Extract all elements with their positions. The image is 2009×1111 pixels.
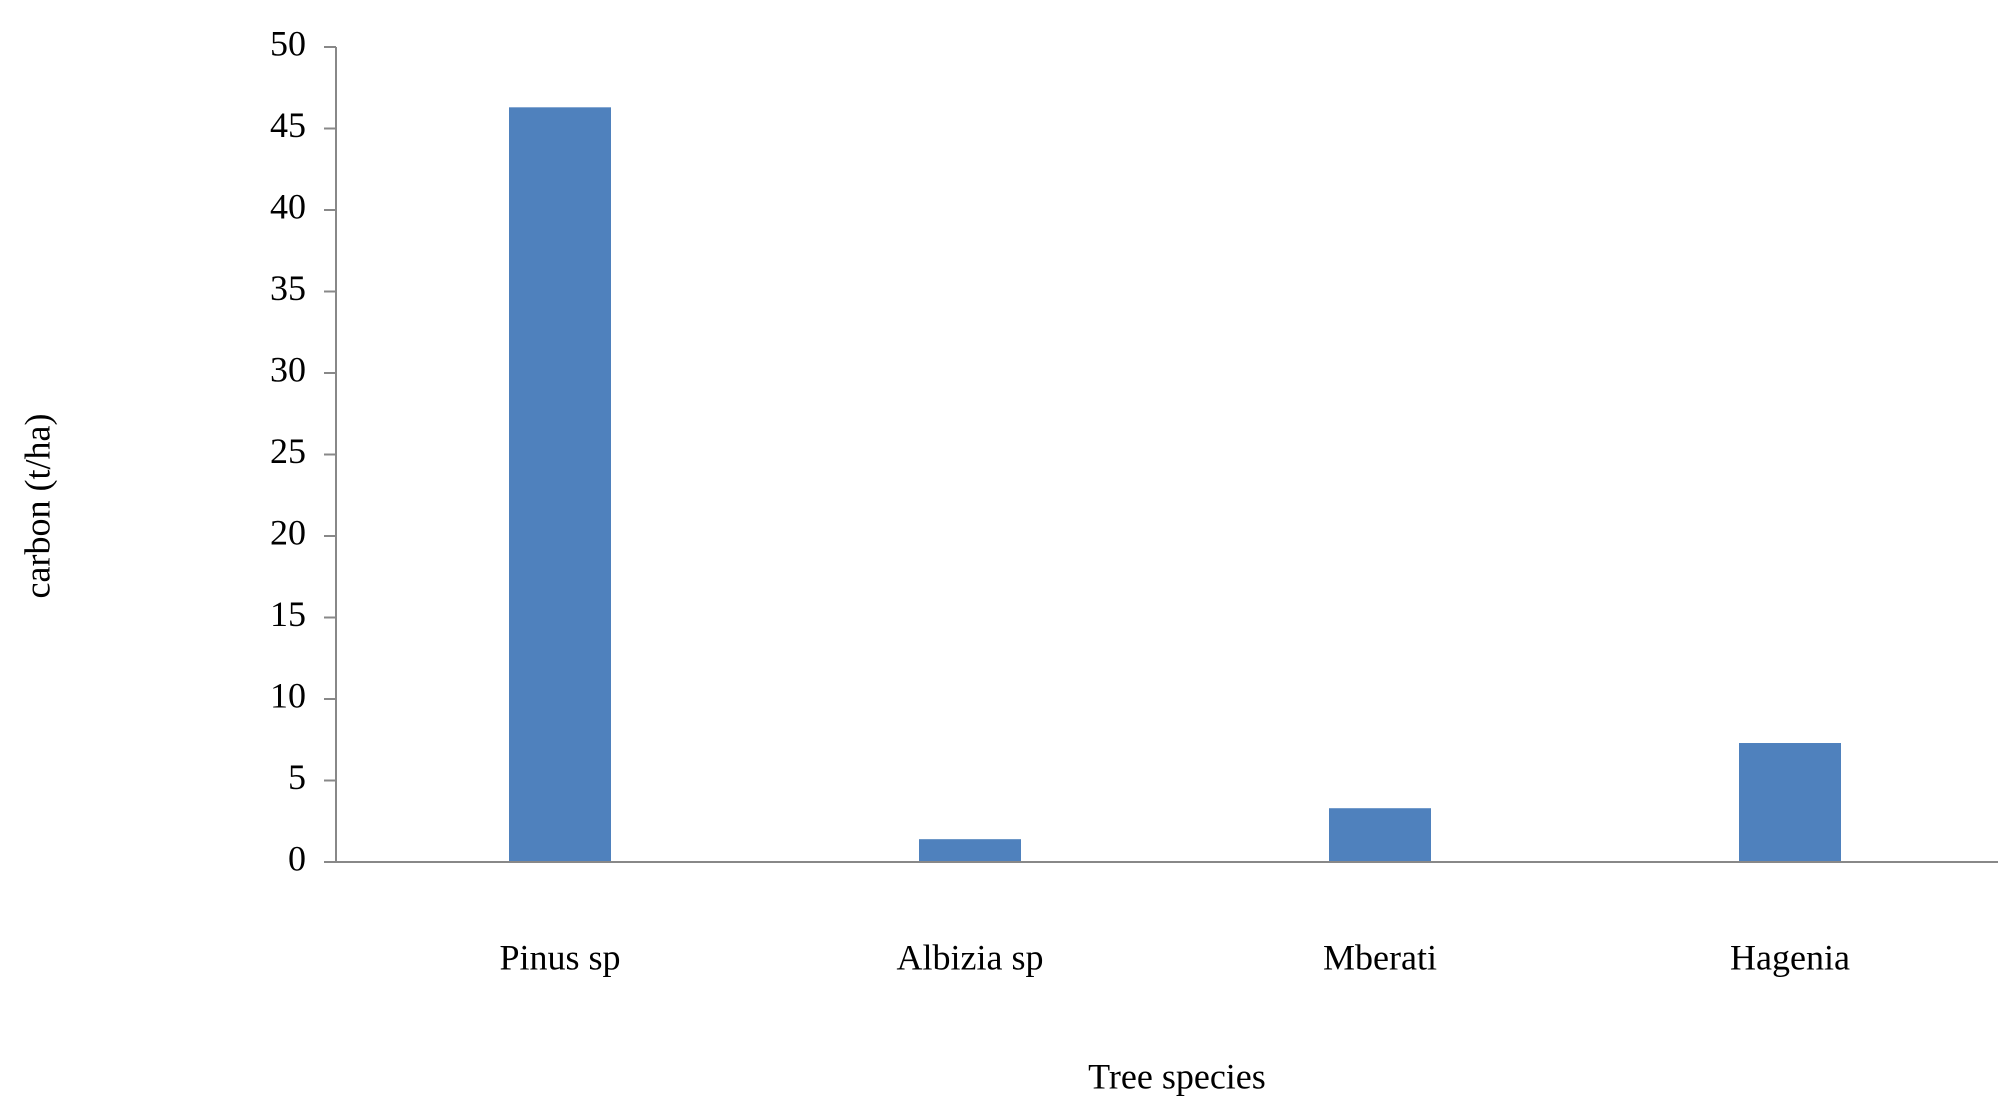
y-tick-label: 20 bbox=[270, 512, 306, 552]
x-tick-label: Mberati bbox=[1323, 937, 1437, 977]
x-tick-label: Albizia sp bbox=[897, 937, 1044, 977]
x-tick-label: Pinus sp bbox=[499, 937, 620, 977]
bar bbox=[1329, 808, 1431, 862]
bar bbox=[509, 107, 611, 862]
y-tick-label: 30 bbox=[270, 349, 306, 389]
bar bbox=[919, 839, 1021, 862]
y-tick-label: 10 bbox=[270, 675, 306, 715]
y-tick-label: 50 bbox=[270, 23, 306, 63]
y-tick-label: 25 bbox=[270, 431, 306, 471]
y-tick-label: 45 bbox=[270, 105, 306, 145]
y-tick-label: 35 bbox=[270, 268, 306, 308]
y-tick-label: 40 bbox=[270, 186, 306, 226]
x-tick-label: Hagenia bbox=[1730, 937, 1850, 977]
y-axis-title: carbon (t/ha) bbox=[17, 414, 57, 599]
y-tick-label: 0 bbox=[288, 838, 306, 878]
x-axis-title: Tree species bbox=[1088, 1056, 1266, 1096]
y-tick-label: 5 bbox=[288, 757, 306, 797]
y-tick-label: 15 bbox=[270, 594, 306, 634]
bar bbox=[1739, 743, 1841, 862]
